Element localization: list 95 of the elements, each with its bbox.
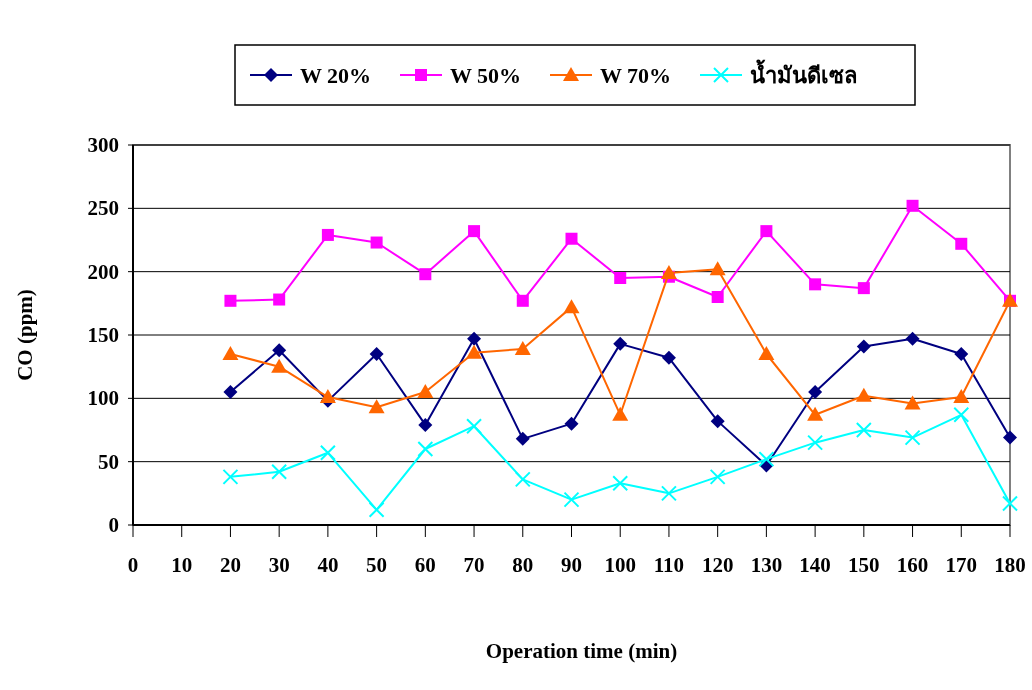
legend-label: W 20% bbox=[300, 63, 372, 88]
y-tick-label: 100 bbox=[87, 386, 119, 411]
x-tick-label: 10 bbox=[171, 553, 193, 577]
point bbox=[514, 340, 531, 355]
point bbox=[709, 468, 726, 485]
point bbox=[807, 434, 824, 451]
y-tick-label: 300 bbox=[87, 133, 119, 157]
legend-label: น้ำมันดีเซล bbox=[750, 59, 857, 88]
point bbox=[224, 294, 237, 307]
point bbox=[418, 417, 433, 432]
point bbox=[758, 346, 775, 360]
y-tick-label: 50 bbox=[98, 449, 119, 474]
x-tick-label: 160 bbox=[896, 553, 929, 577]
point bbox=[319, 389, 336, 404]
x-tick-label: 170 bbox=[945, 553, 978, 577]
point bbox=[417, 384, 434, 398]
point bbox=[955, 237, 968, 250]
point bbox=[855, 422, 872, 438]
point bbox=[368, 501, 385, 518]
point bbox=[660, 485, 677, 502]
point bbox=[515, 431, 530, 446]
point bbox=[614, 272, 627, 284]
x-tick-label: 0 bbox=[127, 553, 139, 577]
point bbox=[953, 389, 970, 404]
legend-label: W 70% bbox=[600, 63, 672, 88]
point bbox=[564, 416, 579, 431]
point bbox=[417, 441, 434, 457]
point bbox=[563, 491, 580, 508]
point bbox=[904, 395, 921, 410]
point bbox=[857, 282, 870, 295]
point bbox=[807, 406, 824, 421]
point bbox=[906, 199, 919, 212]
point bbox=[660, 264, 677, 279]
x-tick-label: 150 bbox=[848, 553, 880, 577]
point bbox=[954, 347, 969, 361]
point bbox=[760, 225, 773, 238]
point bbox=[856, 339, 871, 354]
point bbox=[758, 451, 775, 468]
point bbox=[1003, 430, 1017, 445]
x-tick-label: 80 bbox=[512, 553, 534, 577]
point bbox=[516, 294, 529, 307]
y-tick-label: 0 bbox=[108, 513, 119, 537]
x-tick-label: 20 bbox=[219, 553, 241, 577]
point bbox=[370, 236, 383, 249]
legend-label: W 50% bbox=[450, 63, 522, 88]
point bbox=[468, 225, 481, 238]
point bbox=[466, 344, 483, 359]
point bbox=[368, 399, 385, 414]
point bbox=[1002, 495, 1018, 512]
point bbox=[709, 261, 726, 276]
point bbox=[808, 385, 823, 399]
y-tick-label: 200 bbox=[87, 259, 119, 284]
point bbox=[905, 331, 920, 346]
x-tick-label: 60 bbox=[414, 553, 436, 577]
point bbox=[809, 278, 822, 291]
x-tick-label: 90 bbox=[561, 553, 582, 577]
point bbox=[467, 331, 482, 346]
point bbox=[613, 336, 628, 351]
x-tick-label: 140 bbox=[799, 553, 831, 577]
x-tick-label: 180 bbox=[994, 553, 1026, 577]
y-axis-title: CO (ppm) bbox=[13, 289, 37, 381]
point bbox=[661, 350, 676, 365]
x-tick-label: 30 bbox=[268, 553, 290, 577]
point bbox=[565, 232, 578, 245]
point bbox=[710, 414, 725, 429]
point bbox=[612, 406, 629, 421]
point bbox=[419, 268, 432, 281]
point bbox=[222, 346, 239, 360]
point bbox=[271, 463, 288, 480]
point bbox=[321, 228, 334, 241]
point bbox=[563, 299, 580, 314]
x-tick-label: 130 bbox=[750, 553, 783, 577]
point bbox=[272, 343, 287, 358]
x-tick-label: 100 bbox=[604, 553, 636, 577]
point bbox=[369, 347, 384, 361]
x-tick-label: 50 bbox=[366, 553, 388, 577]
point bbox=[222, 468, 239, 485]
point bbox=[273, 293, 286, 306]
x-tick-label: 120 bbox=[701, 553, 734, 577]
y-tick-label: 250 bbox=[87, 196, 119, 221]
y-tick-label: 150 bbox=[87, 323, 119, 347]
x-tick-label: 40 bbox=[317, 553, 339, 577]
x-tick-label: 110 bbox=[653, 553, 685, 577]
point bbox=[612, 475, 629, 492]
point bbox=[711, 291, 724, 303]
point bbox=[271, 358, 288, 373]
point bbox=[466, 418, 483, 435]
x-axis-title: Operation time (min) bbox=[485, 639, 678, 663]
point bbox=[319, 444, 336, 461]
point bbox=[855, 387, 872, 402]
point bbox=[514, 471, 531, 488]
point bbox=[953, 406, 970, 423]
x-tick-label: 70 bbox=[463, 553, 485, 577]
point bbox=[904, 429, 921, 446]
point bbox=[223, 385, 238, 399]
